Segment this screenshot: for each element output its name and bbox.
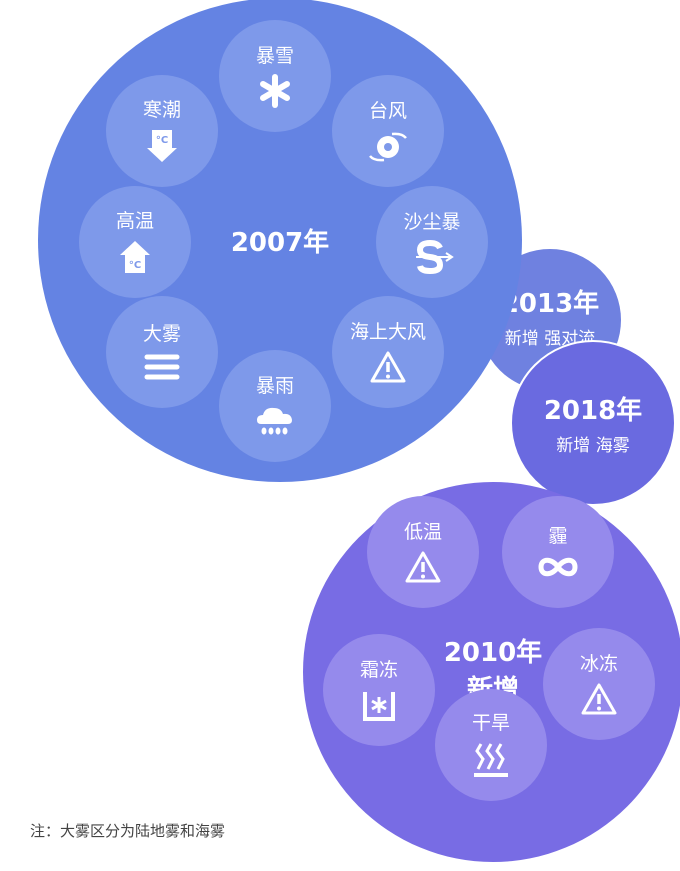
item-heavy-fog: 大雾 bbox=[106, 296, 218, 408]
frost-icon bbox=[363, 692, 395, 721]
item-frost: 霜冻 bbox=[323, 634, 435, 746]
subtitle-2018: 新增 海雾 bbox=[556, 436, 630, 456]
item-haze: 霾 bbox=[502, 496, 614, 608]
item-label: 暴雨 bbox=[255, 375, 294, 397]
item-cold-wave: 寒潮 °C bbox=[106, 75, 218, 187]
item-low-temperature: 低温 bbox=[367, 496, 479, 608]
item-label: 大雾 bbox=[142, 323, 181, 345]
item-label: 霾 bbox=[548, 525, 568, 547]
item-label: 沙尘暴 bbox=[403, 211, 461, 233]
warning-icon bbox=[405, 551, 441, 583]
snowflake-icon bbox=[260, 74, 290, 108]
item-label: 台风 bbox=[368, 100, 407, 122]
item-label: 高温 bbox=[115, 210, 154, 232]
fog-icon bbox=[144, 354, 180, 380]
year-2018: 2018年 bbox=[543, 396, 643, 426]
warning-icon bbox=[581, 683, 617, 715]
item-typhoon: 台风 bbox=[332, 75, 444, 187]
sandstorm-icon bbox=[416, 240, 454, 274]
item-label: 寒潮 bbox=[142, 99, 181, 121]
cold-wave-icon: °C bbox=[147, 130, 177, 162]
item-sandstorm: 沙尘暴 bbox=[376, 186, 488, 298]
year-2013: 2013年 bbox=[500, 289, 600, 319]
item-drought: 干旱 bbox=[435, 689, 547, 801]
footnote: 注：大雾区分为陆地雾和海雾 bbox=[30, 822, 226, 840]
item-label: 海上大风 bbox=[349, 321, 426, 343]
year-2010: 2010年 bbox=[443, 638, 543, 668]
warning-icon bbox=[370, 351, 406, 383]
year-2007: 2007年 bbox=[230, 227, 330, 258]
svg-text:°C: °C bbox=[129, 260, 141, 271]
typhoon-icon bbox=[369, 132, 407, 162]
circle-2018: 2018年 新增 海雾 bbox=[510, 340, 676, 506]
item-high-temperature: 高温 °C bbox=[79, 186, 191, 298]
high-temperature-icon: °C bbox=[120, 241, 150, 273]
item-label: 干旱 bbox=[471, 712, 510, 734]
item-blizzard: 暴雪 bbox=[219, 20, 331, 132]
item-label: 冰冻 bbox=[579, 653, 618, 675]
svg-text:°C: °C bbox=[156, 135, 168, 146]
item-sea-gale: 海上大风 bbox=[332, 296, 444, 408]
heat-waves-icon bbox=[474, 743, 508, 777]
item-freezing: 冰冻 bbox=[543, 628, 655, 740]
item-label: 霜冻 bbox=[359, 659, 398, 681]
item-label: 低温 bbox=[403, 521, 442, 543]
infinity-icon bbox=[538, 557, 578, 577]
rain-cloud-icon bbox=[257, 407, 292, 435]
item-label: 暴雪 bbox=[255, 45, 294, 67]
item-rainstorm: 暴雨 bbox=[219, 350, 331, 462]
